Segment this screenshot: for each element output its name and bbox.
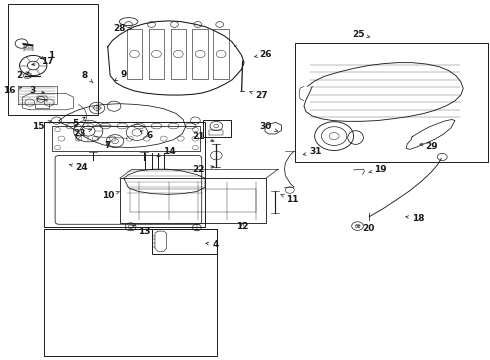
Bar	[120, 178, 266, 223]
Bar	[45, 122, 205, 227]
Text: 30: 30	[259, 122, 277, 131]
Text: 23: 23	[74, 129, 92, 139]
Text: 7: 7	[104, 141, 111, 150]
Text: 8: 8	[82, 71, 93, 83]
Text: 4: 4	[206, 240, 219, 249]
Text: 6: 6	[140, 131, 153, 140]
Text: 1: 1	[41, 51, 54, 60]
Bar	[213, 29, 229, 79]
Text: 15: 15	[32, 121, 51, 131]
Text: 27: 27	[249, 91, 268, 100]
Bar	[8, 4, 98, 115]
Text: 13: 13	[133, 225, 151, 236]
Bar	[148, 29, 164, 79]
Text: 21: 21	[193, 132, 214, 142]
Text: 28: 28	[113, 24, 131, 33]
Text: 20: 20	[357, 224, 375, 233]
Text: 3: 3	[30, 86, 44, 95]
Bar	[203, 120, 231, 137]
Bar	[127, 29, 142, 79]
Text: 29: 29	[420, 142, 439, 151]
Text: 11: 11	[281, 195, 299, 204]
Text: 22: 22	[193, 166, 214, 175]
Text: 2: 2	[16, 71, 29, 80]
Bar	[130, 189, 256, 212]
Text: 25: 25	[352, 30, 370, 39]
Bar	[45, 229, 217, 356]
Text: 5: 5	[72, 117, 85, 128]
Text: 19: 19	[368, 166, 387, 175]
Text: 10: 10	[101, 191, 120, 199]
Bar	[151, 229, 217, 254]
Text: 26: 26	[254, 50, 272, 59]
Bar	[171, 29, 186, 79]
Text: 24: 24	[70, 163, 88, 172]
Text: 16: 16	[2, 86, 22, 95]
Text: 14: 14	[157, 148, 175, 157]
Text: 9: 9	[115, 71, 127, 81]
Bar	[193, 29, 208, 79]
Text: 31: 31	[303, 148, 322, 157]
Text: 12: 12	[236, 222, 249, 231]
Bar	[295, 43, 488, 162]
Bar	[52, 126, 200, 151]
Text: 18: 18	[406, 215, 424, 223]
Text: 17: 17	[32, 57, 53, 66]
